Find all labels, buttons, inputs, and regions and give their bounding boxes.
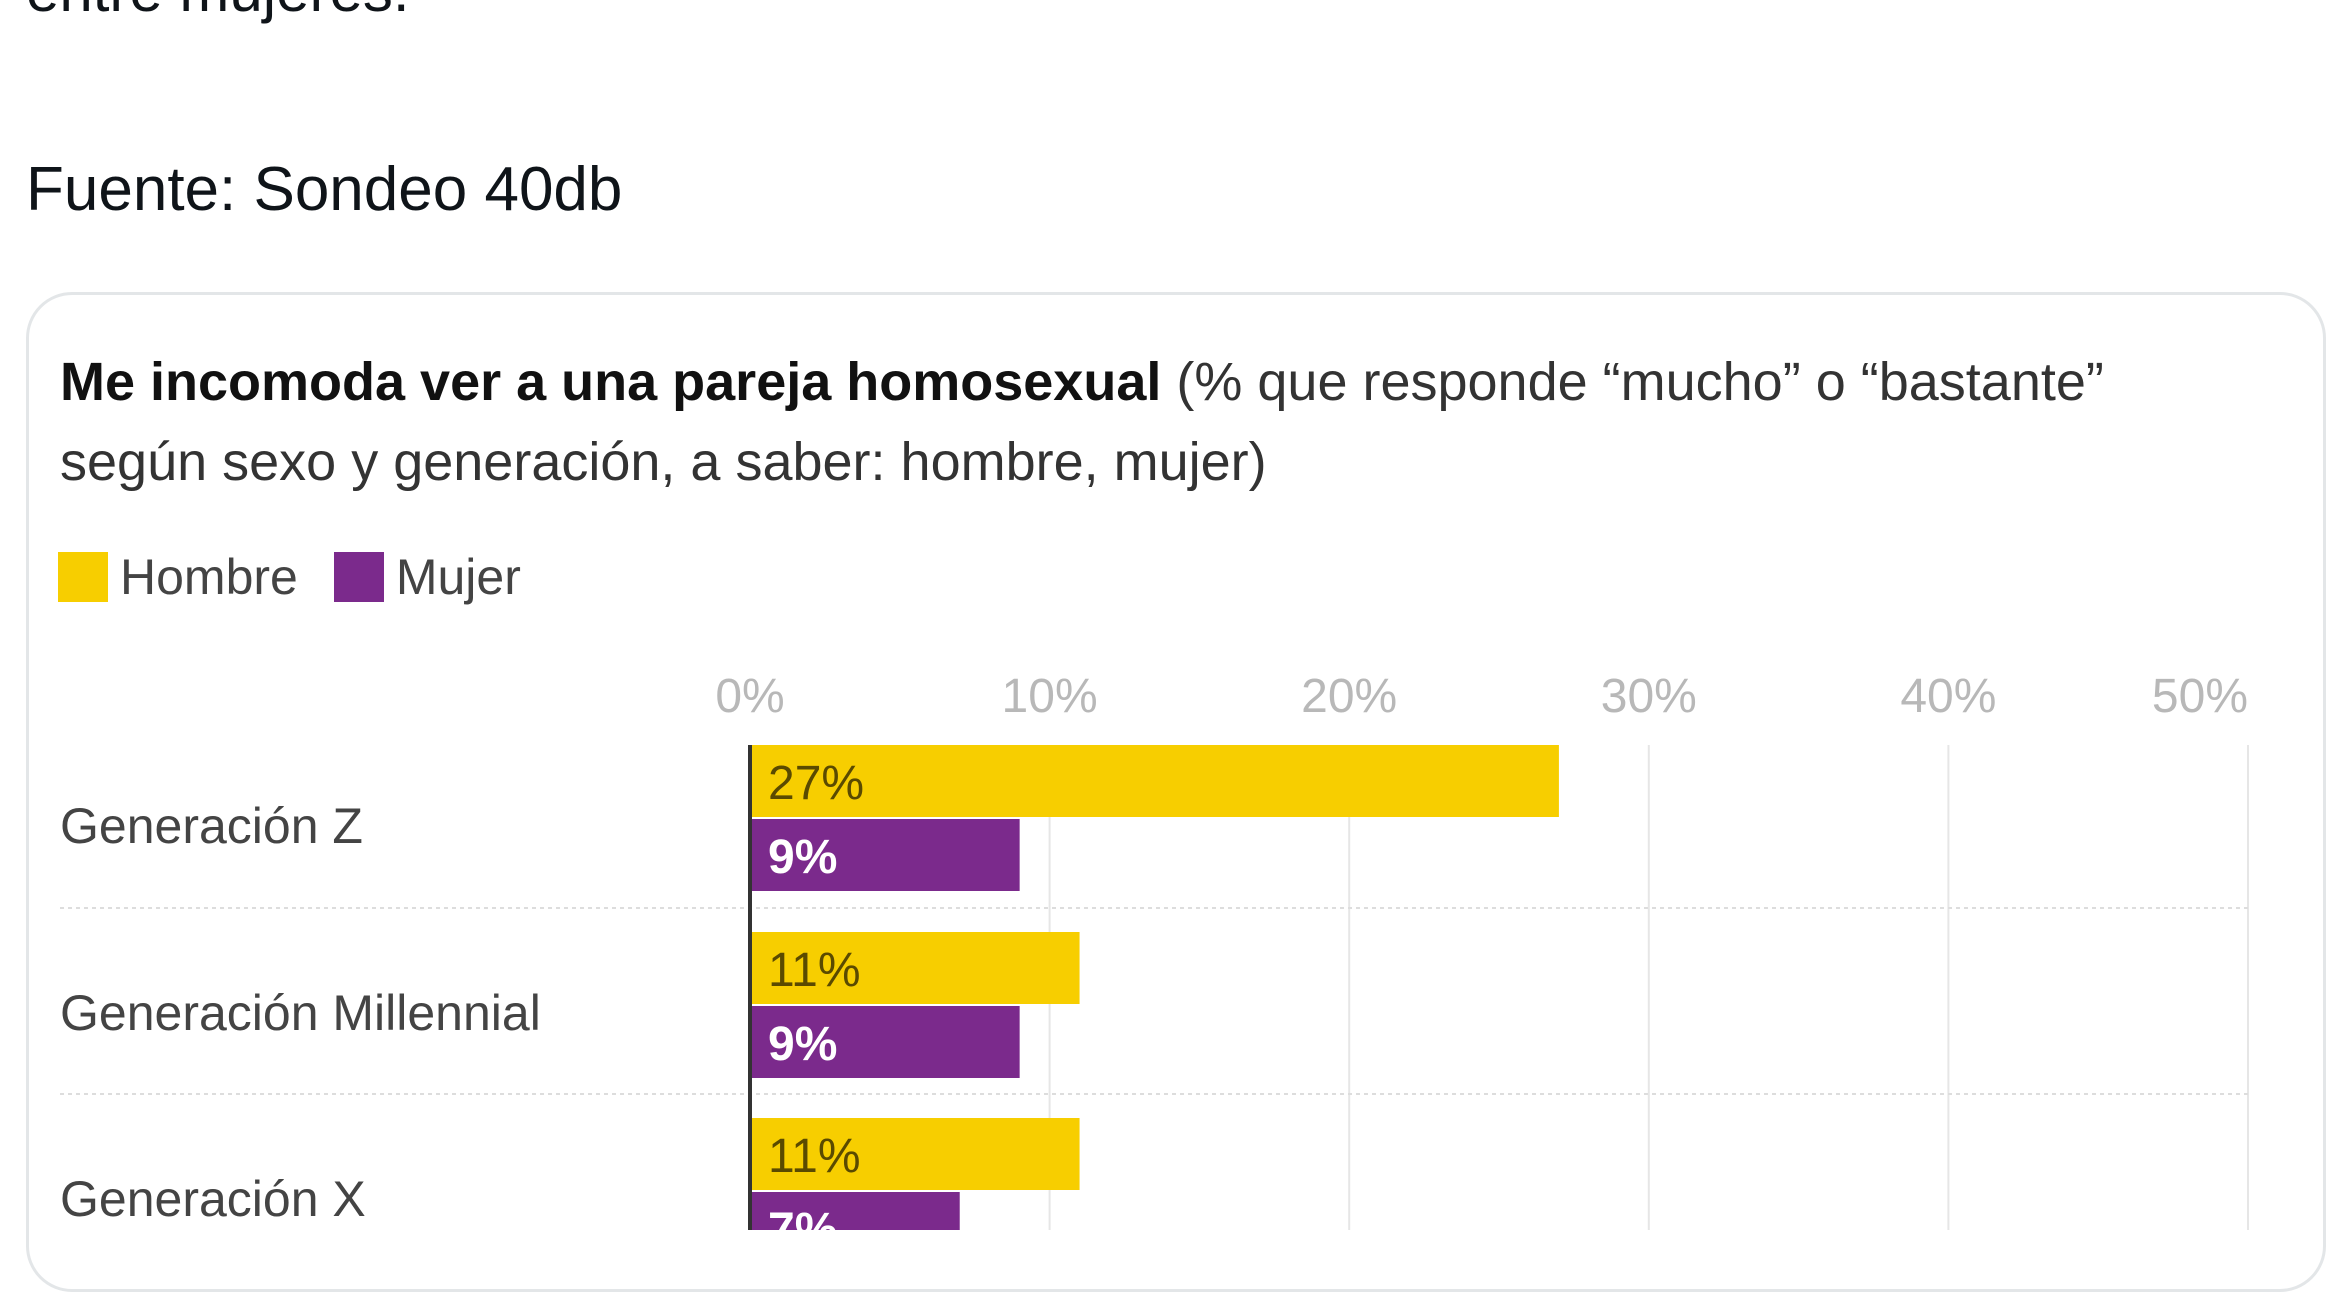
category-label: Generación X [60, 1171, 366, 1227]
source-line: Fuente: Sondeo 40db [26, 155, 623, 224]
bar-hombre [750, 1118, 1080, 1190]
category-label: Generación Millennial [60, 985, 541, 1041]
data-label: 7% [768, 1204, 837, 1230]
chart-title: Me incomoda ver a una pareja homosexual … [60, 342, 2260, 502]
bar-mujer [750, 1006, 1020, 1078]
legend-item-hombre: Hombre [58, 548, 298, 606]
data-label: 9% [768, 831, 837, 884]
legend-swatch-mujer [333, 552, 384, 602]
tick-label-20: 20% [1301, 670, 1397, 723]
tick-label-40: 40% [1900, 670, 1996, 723]
bar-chart: 0% 10% 20% 30% 40% 50% Generación Z 27% 9% Genera… [60, 670, 2249, 1230]
tick-label-50: 50% [2152, 670, 2248, 723]
bar-mujer [750, 819, 1020, 891]
legend-item-mujer: Mujer [333, 548, 521, 606]
data-label: 11% [768, 1130, 861, 1183]
data-label: 27% [768, 757, 864, 810]
tick-label-10: 10% [1002, 670, 1098, 723]
legend-swatch-hombre [58, 552, 108, 602]
post-text: entre mujeres. [26, 0, 410, 25]
bar-hombre [750, 932, 1080, 1004]
category-label: Generación Z [60, 798, 363, 854]
tick-label-30: 30% [1601, 670, 1697, 723]
chart-legend: Hombre Mujer [58, 548, 557, 606]
bar-hombre [750, 745, 1559, 817]
legend-label-hombre: Hombre [120, 549, 298, 605]
chart-title-bold: Me incomoda ver a una pareja homosexual [60, 352, 1162, 412]
data-label: 9% [768, 1018, 837, 1071]
tick-label-0: 0% [715, 670, 784, 723]
legend-label-mujer: Mujer [395, 549, 521, 605]
chart-subtitle: (% que responde “mucho” o “bastante” seg… [60, 352, 2104, 492]
bar-mujer [750, 1192, 960, 1230]
data-label: 11% [768, 944, 861, 997]
